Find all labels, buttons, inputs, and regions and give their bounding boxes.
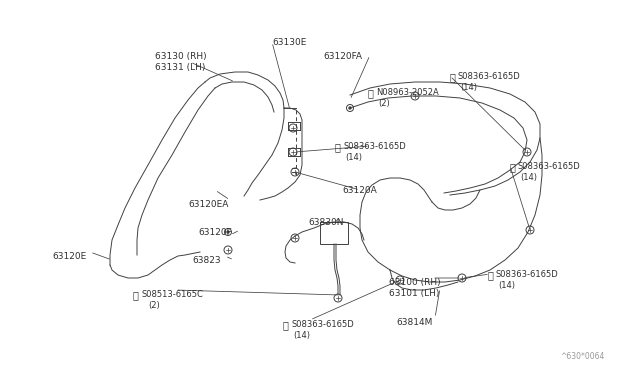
Text: Ⓢ: Ⓢ [450,72,456,82]
Text: 63130E: 63130E [272,38,307,47]
Text: (2): (2) [148,301,160,310]
Text: (14): (14) [460,83,477,92]
Text: 63814M: 63814M [396,318,433,327]
Circle shape [349,107,351,109]
Text: (14): (14) [293,331,310,340]
Text: Ⓢ: Ⓢ [510,162,516,172]
Text: 63120EA: 63120EA [188,200,228,209]
Text: 63830N: 63830N [308,218,344,227]
Text: 63120FA: 63120FA [323,52,362,61]
Text: Ⓢ: Ⓢ [335,142,341,152]
Text: (2): (2) [378,99,390,108]
Text: S08363-6165D: S08363-6165D [343,142,406,151]
Text: 63120A: 63120A [342,186,377,195]
Text: 63120F: 63120F [198,228,232,237]
Text: N08963-2052A: N08963-2052A [376,88,439,97]
Text: S08363-6165D: S08363-6165D [518,162,580,171]
Bar [320,222,348,244]
Text: (14): (14) [498,281,515,290]
Text: S08363-6165D: S08363-6165D [291,320,354,329]
Text: 63100 (RH): 63100 (RH) [389,278,440,287]
Text: Ⓢ: Ⓢ [133,290,139,300]
Text: Ⓝ: Ⓝ [368,88,374,98]
Text: 63131 (LH): 63131 (LH) [155,63,205,72]
Text: 63120E: 63120E [52,252,86,261]
Text: S08513-6165C: S08513-6165C [141,290,203,299]
Text: S08363-6165D: S08363-6165D [458,72,521,81]
Text: ^630*0064: ^630*0064 [560,352,604,361]
Text: (14): (14) [520,173,537,182]
Text: 63130 (RH): 63130 (RH) [155,52,207,61]
Circle shape [227,231,229,233]
Text: Ⓢ: Ⓢ [488,270,494,280]
Text: 63823: 63823 [192,256,221,265]
Text: S08363-6165D: S08363-6165D [496,270,559,279]
Text: (14): (14) [345,153,362,162]
Text: Ⓢ: Ⓢ [283,320,289,330]
Text: 63101 (LH): 63101 (LH) [389,289,440,298]
